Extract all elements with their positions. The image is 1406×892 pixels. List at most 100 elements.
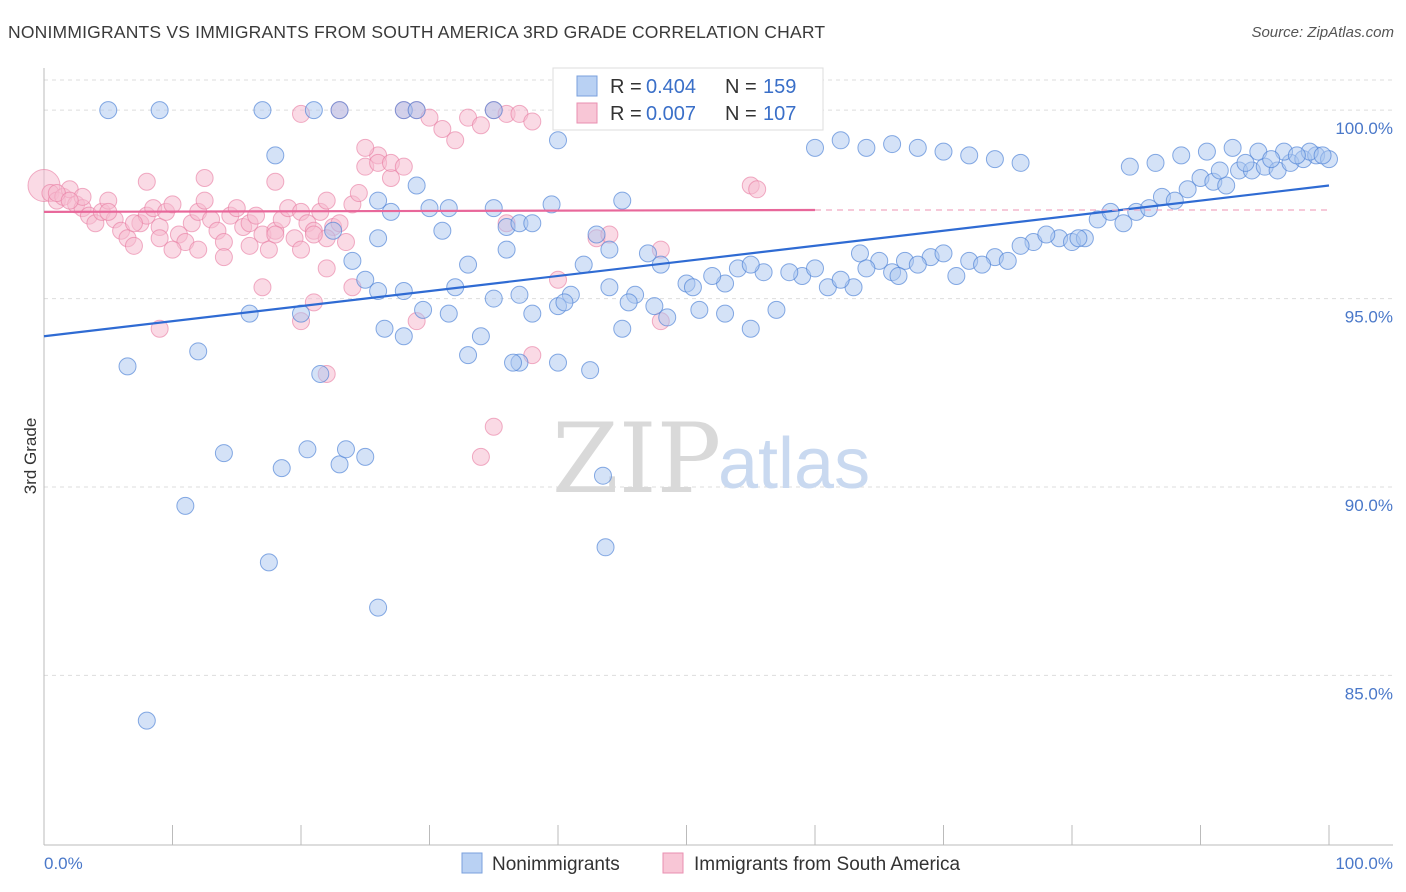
x-tick-left: 0.0% — [44, 854, 83, 873]
blue-point — [1011, 236, 1030, 255]
legend-pink-r-label: R = — [610, 103, 642, 125]
pink-point — [259, 240, 278, 259]
bottom-legend-pink-label: Immigrants from South America — [694, 854, 961, 875]
blue-point — [574, 255, 593, 274]
pink-point — [163, 240, 182, 259]
blue-point — [375, 319, 394, 338]
blue-trend-line — [43, 184, 1330, 338]
legend-pink-r-value: 0.007 — [646, 103, 696, 125]
blue-point — [889, 266, 908, 285]
legend-blue-r-label: R = — [610, 76, 642, 98]
pink-point — [356, 138, 375, 157]
blue-point — [658, 308, 677, 327]
blue-point — [831, 131, 850, 150]
pink-point — [433, 119, 452, 138]
y-tick-label: 95.0% — [1345, 308, 1393, 327]
legend-box: R = 0.404 N = 159 R = 0.007 N = 107 — [552, 67, 824, 131]
legend-blue-n-value: 159 — [763, 76, 796, 98]
blue-point — [394, 327, 413, 346]
blue-point — [1114, 214, 1133, 233]
blue-point — [253, 101, 272, 120]
blue-point — [947, 266, 966, 285]
blue-point — [998, 251, 1017, 270]
bottom-legend: Nonimmigrants Immigrants from South Amer… — [461, 852, 961, 875]
pink-point — [150, 319, 169, 338]
pink-point — [60, 191, 79, 210]
blue-point — [420, 199, 439, 218]
blue-point — [497, 240, 516, 259]
blue-point — [414, 300, 433, 319]
pink-point — [471, 116, 490, 135]
pink-point — [336, 233, 355, 252]
pink-point — [189, 240, 208, 259]
legend-blue-swatch — [576, 75, 598, 97]
blue-point — [1313, 146, 1332, 165]
chart-source: Source: ZipAtlas.com — [1251, 24, 1394, 41]
blue-point — [150, 101, 169, 120]
blue-point — [356, 447, 375, 466]
legend-pink-n-value: 107 — [763, 103, 796, 125]
blue-point — [369, 598, 388, 617]
blue-point — [189, 342, 208, 361]
blue-point — [459, 255, 478, 274]
pink-point — [471, 447, 490, 466]
y-tick-label: 100.0% — [1335, 119, 1393, 138]
pink-point — [549, 270, 567, 289]
blue-point — [1146, 153, 1165, 172]
blue-point — [806, 138, 824, 157]
blue-point — [523, 214, 542, 233]
blue-point — [439, 199, 458, 218]
pink-point — [266, 172, 285, 191]
blue-point — [272, 459, 291, 478]
blue-point — [1069, 229, 1088, 248]
blue-point — [1172, 146, 1191, 165]
legend-frame — [552, 67, 824, 131]
blue-point — [960, 146, 979, 165]
blue-point — [690, 300, 709, 319]
blue-point — [407, 176, 426, 195]
blue-point — [831, 270, 850, 289]
blue-point — [683, 278, 702, 297]
pink-point — [214, 233, 233, 252]
pink-point — [292, 240, 310, 259]
legend-blue-r-value: 0.404 — [646, 76, 696, 98]
pink-point — [446, 131, 465, 150]
y-tick-label: 90.0% — [1345, 496, 1393, 515]
legend-pink-n-label: N = — [725, 103, 757, 125]
blue-point — [369, 229, 388, 248]
blue-point — [311, 364, 330, 383]
blue-point — [908, 255, 927, 274]
blue-point — [542, 195, 561, 214]
blue-point — [613, 191, 632, 210]
pink-point — [195, 191, 214, 210]
bottom-legend-pink-swatch — [662, 852, 684, 874]
pink-point — [394, 157, 413, 176]
blue-point — [266, 146, 285, 165]
pink-point — [124, 214, 143, 233]
pink-point — [266, 225, 285, 244]
pink-point — [195, 168, 214, 187]
blue-point — [330, 455, 349, 474]
blue-point — [600, 278, 619, 297]
x-tick-right: 100.0% — [1335, 854, 1393, 873]
blue-point — [857, 259, 876, 278]
blue-point — [549, 131, 567, 150]
bottom-legend-blue-swatch — [461, 852, 483, 874]
blue-point — [593, 466, 612, 485]
pink-point — [523, 112, 542, 131]
blue-point — [613, 319, 632, 338]
blue-point — [1178, 180, 1197, 199]
blue-point — [741, 319, 760, 338]
blue-point — [330, 101, 349, 120]
blue-point — [985, 150, 1004, 169]
blue-point — [484, 101, 503, 120]
blue-point — [510, 285, 529, 304]
blue-point — [741, 255, 760, 274]
blue-point — [394, 282, 413, 301]
blue-point — [1287, 146, 1306, 165]
blue-point — [1262, 150, 1281, 169]
blue-point — [1037, 225, 1056, 244]
blue-point — [600, 240, 619, 259]
blue-point — [137, 711, 156, 730]
